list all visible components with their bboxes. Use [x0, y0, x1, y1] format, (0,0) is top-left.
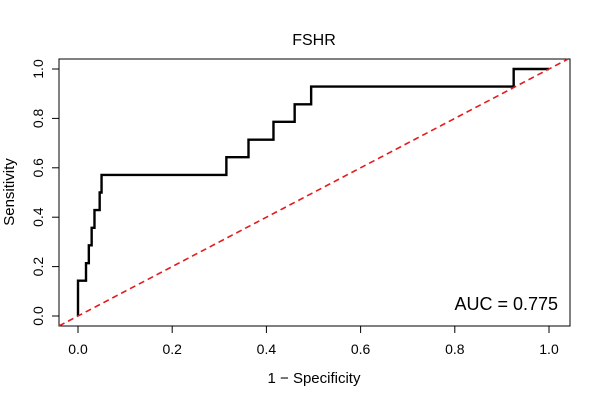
y-tick-label: 1.0	[30, 59, 46, 79]
reference-diagonal-line	[58, 58, 569, 327]
plot-frame	[58, 58, 571, 327]
x-tick-label: 0.6	[351, 341, 371, 357]
x-tick-label: 0.0	[68, 341, 88, 357]
y-tick-label: 0.8	[30, 108, 46, 128]
roc-curve-line	[76, 67, 549, 316]
x-tick-label: 1.0	[539, 341, 559, 357]
y-axis: 0.0 0.2 0.4 0.6 0.8 1.0	[30, 59, 60, 326]
x-tick-label: 0.4	[257, 341, 277, 357]
y-tick-label: 0.0	[30, 306, 46, 326]
x-axis-label: 1 − Specificity	[268, 370, 361, 387]
y-tick-label: 0.4	[30, 207, 46, 227]
series-layer	[58, 58, 569, 327]
x-tick-label: 0.8	[445, 341, 465, 357]
y-tick-label: 0.2	[30, 257, 46, 277]
y-tick-label: 0.6	[30, 158, 46, 178]
chart-title: FSHR	[292, 32, 336, 49]
y-axis-label: Sensitivity	[1, 158, 18, 226]
auc-annotation: AUC = 0.775	[454, 294, 558, 314]
x-axis: 0.0 0.2 0.4 0.6 0.8 1.0	[68, 325, 559, 357]
x-tick-label: 0.2	[162, 341, 182, 357]
